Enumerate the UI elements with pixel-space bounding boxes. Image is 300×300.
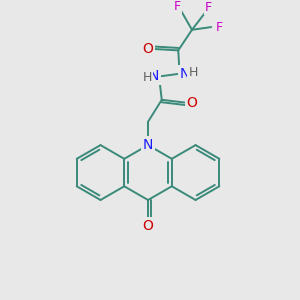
Text: F: F xyxy=(215,21,223,34)
Text: F: F xyxy=(205,1,212,13)
Text: N: N xyxy=(179,67,190,81)
Text: O: O xyxy=(142,42,154,56)
Text: O: O xyxy=(187,96,197,110)
Text: N: N xyxy=(149,70,159,83)
Text: H: H xyxy=(189,66,198,79)
Text: F: F xyxy=(173,0,181,13)
Text: H: H xyxy=(142,71,152,84)
Text: O: O xyxy=(142,219,154,233)
Text: N: N xyxy=(143,138,153,152)
